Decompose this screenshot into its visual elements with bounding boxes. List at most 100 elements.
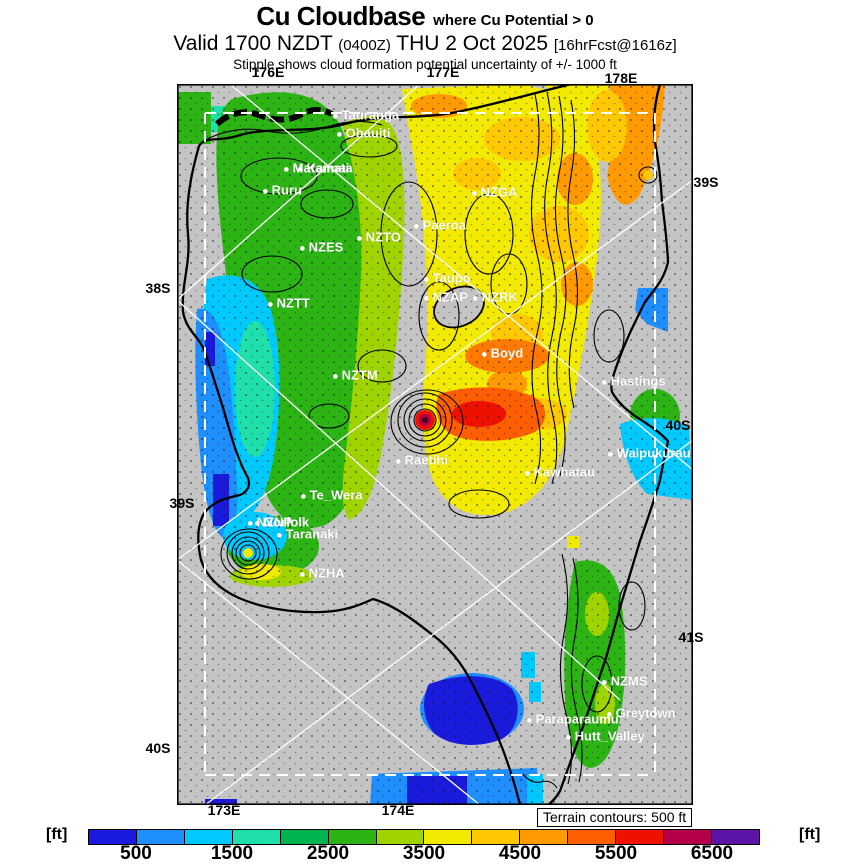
station-dot-icon: ● xyxy=(299,242,306,255)
station-label: ● Kaimai xyxy=(297,160,350,176)
colorbar-tick: 2500 xyxy=(306,843,350,864)
colorbar-tick: 500 xyxy=(120,843,152,864)
station-label: ● Kawhatau xyxy=(524,464,596,480)
colorbar-tick: 4500 xyxy=(498,843,542,864)
lat-lon-label: 39S xyxy=(693,174,719,190)
station-dot-icon: ● xyxy=(607,448,614,461)
colorbar-segment xyxy=(664,830,712,844)
station-dot-icon: ● xyxy=(356,232,363,245)
lat-lon-label: 174E xyxy=(381,802,415,818)
lat-lon-label: 177E xyxy=(426,64,460,80)
station-label: ● Hastings xyxy=(601,373,666,389)
station-dot-icon: ● xyxy=(247,517,254,530)
lat-lon-label: 39S xyxy=(169,495,195,511)
station-label: ● Tauranga xyxy=(332,107,400,123)
station-label: ● Ruru xyxy=(262,182,302,198)
station-label: ● Taranaki xyxy=(276,526,339,542)
station-dot-icon: ● xyxy=(332,110,339,123)
colorbar-segment xyxy=(280,830,329,844)
station-label: ● Waipukurau xyxy=(607,445,691,461)
map-image xyxy=(177,84,693,805)
station-dot-icon: ● xyxy=(601,376,608,389)
title-qualifier: where Cu Potential > 0 xyxy=(433,12,594,29)
title-block: Cu Cloudbase where Cu Potential > 0 Valid… xyxy=(0,1,850,72)
lat-lon-label: 176E xyxy=(251,64,285,80)
colorbar-segment xyxy=(328,830,377,844)
lat-lon-label: 40S xyxy=(665,417,691,433)
valid-zulu: (0400Z) xyxy=(338,37,391,55)
station-dot-icon: ● xyxy=(300,490,307,503)
colorbar-segment xyxy=(472,830,521,844)
colorbar-segment xyxy=(136,830,185,844)
unit-label-right: [ft] xyxy=(799,826,821,843)
station-label: ● Hutt_Valley xyxy=(565,728,645,744)
colorbar-segment xyxy=(711,830,759,844)
station-label: ● NZMS xyxy=(601,673,648,689)
station-dot-icon: ● xyxy=(336,128,343,141)
station-label: ● Taupo xyxy=(423,270,471,286)
colorbar-tick: 1500 xyxy=(210,843,254,864)
station-dot-icon: ● xyxy=(423,292,430,305)
lat-lon-label: 173E xyxy=(207,802,241,818)
station-dot-icon: ● xyxy=(413,220,420,233)
lat-lon-label: 38S xyxy=(145,280,171,296)
colorbar-segment xyxy=(89,830,137,844)
station-label: ● Te_Wera xyxy=(300,487,363,503)
station-dot-icon: ● xyxy=(395,455,402,468)
station-dot-icon: ● xyxy=(267,298,274,311)
station-label: ● Matamata xyxy=(283,160,353,176)
station-label: ● NZAP xyxy=(423,289,469,305)
colorbar-tick: 5500 xyxy=(594,843,638,864)
station-dot-icon: ● xyxy=(423,273,430,286)
station-label: ● NZTM xyxy=(332,367,378,383)
lat-lon-label: 178E xyxy=(604,70,638,86)
colorbar xyxy=(88,829,760,845)
station-label: ● Greytown xyxy=(606,705,676,721)
station-label: ● Norfolk xyxy=(254,514,310,530)
colorbar-segment xyxy=(232,830,281,844)
station-dot-icon: ● xyxy=(299,568,306,581)
cloudbase-map[interactable] xyxy=(177,84,693,805)
station-dot-icon: ● xyxy=(472,292,479,305)
station-label: ● Paraparaumu xyxy=(526,711,619,727)
station-dot-icon: ● xyxy=(471,187,478,200)
main-title-line: Cu Cloudbase where Cu Potential > 0 xyxy=(0,1,850,31)
colorbar-segment xyxy=(616,830,665,844)
station-label: ● Boyd xyxy=(481,345,524,361)
colorbar-segment xyxy=(424,830,473,844)
stipple-note: Stipple shows cloud formation potential … xyxy=(233,56,617,72)
station-dot-icon: ● xyxy=(276,529,283,542)
colorbar-segment xyxy=(520,830,569,844)
station-label: ● NZGA xyxy=(471,184,518,200)
station-dot-icon: ● xyxy=(601,676,608,689)
station-dot-icon: ● xyxy=(565,731,572,744)
station-label: ● Ohauiti xyxy=(336,125,391,141)
unit-label-left: [ft] xyxy=(46,826,68,843)
station-label: ● NZES xyxy=(299,239,344,255)
lat-lon-label: 40S xyxy=(145,740,171,756)
colorbar-segment xyxy=(184,830,233,844)
station-dot-icon: ● xyxy=(297,163,304,176)
station-dot-icon: ● xyxy=(481,348,488,361)
main-title: Cu Cloudbase xyxy=(256,1,426,31)
lat-lon-label: 41S xyxy=(678,629,704,645)
station-label: ● NZTO xyxy=(356,229,401,245)
colorbar-segment xyxy=(376,830,425,844)
colorbar-tick: 6500 xyxy=(690,843,734,864)
colorbar-tick: 3500 xyxy=(402,843,446,864)
valid-date: THU 2 Oct 2025 xyxy=(396,32,549,56)
station-dot-icon: ● xyxy=(262,185,269,198)
station-dot-icon: ● xyxy=(526,714,533,727)
station-dot-icon: ● xyxy=(254,517,261,530)
station-dot-icon: ● xyxy=(524,467,531,480)
station-label: ● NZHA xyxy=(299,565,345,581)
valid-line: Valid 1700 NZDT (0400Z) THU 2 Oct 2025 [… xyxy=(0,32,850,56)
colorbar-segment xyxy=(568,830,617,844)
terrain-contours-note: Terrain contours: 500 ft xyxy=(537,808,693,827)
valid-prefix: Valid 1700 NZDT xyxy=(173,32,333,56)
station-label: ● Paeroa xyxy=(413,217,467,233)
station-label: ● NZRK xyxy=(472,289,518,305)
station-dot-icon: ● xyxy=(606,708,613,721)
station-dot-icon: ● xyxy=(332,370,339,383)
